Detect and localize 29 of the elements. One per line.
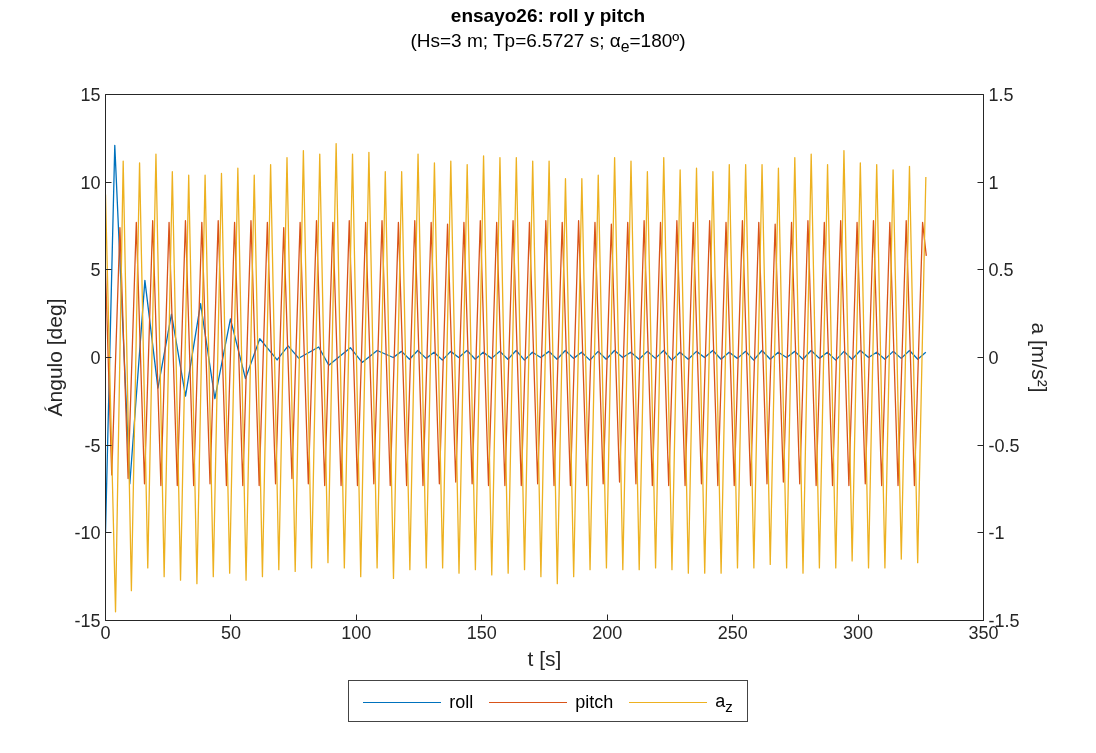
y-tick-label: -10 [74,523,101,544]
x-tick-label: 100 [341,622,372,643]
y2-axis-title: a [m/s²] [1027,322,1051,393]
legend-label: roll [449,690,474,714]
x-tick-label: 200 [592,622,623,643]
y2-tick-label: -1 [988,523,1005,544]
x-tick-label: 150 [466,622,497,643]
line-series [105,142,927,613]
y-tick-label: 0 [90,348,101,368]
y2-tick-label: -0.5 [988,435,1020,456]
x-tick-label: 250 [717,622,748,643]
y-axis-title: Ángulo [deg] [43,298,67,417]
y-tick-label: 10 [80,172,101,193]
x-axis-title: t [s] [527,646,562,670]
y-tick-label: 15 [80,85,101,105]
line-series [105,220,927,487]
y2-tick-label: 0 [988,348,999,368]
x-tick-label: 300 [843,622,874,643]
x-tick-label: 50 [220,622,241,643]
y2-tick-label: 1.5 [988,85,1014,105]
y-tick-label: -5 [84,435,101,456]
chart-title: ensayo26: roll y pitch [449,4,647,28]
y-tick-label: -15 [74,611,101,631]
chart-subtitle: (Hs=3 m; Tp=6.5727 s; α$_{e}$=180º) [409,29,687,57]
legend-label: pitch [575,690,614,714]
y-tick-label: 5 [90,260,101,281]
y2-tick-label: 0.5 [988,260,1014,281]
y2-tick-label: 1 [988,172,999,193]
legend-label: a$_{z}$ [715,689,733,717]
